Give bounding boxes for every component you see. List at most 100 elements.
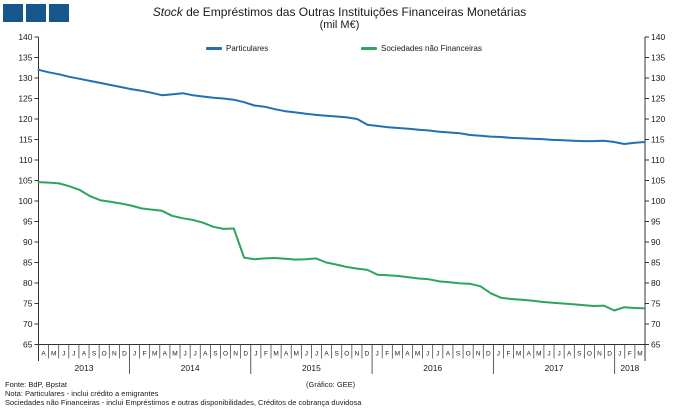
y-axis-label-right: 120 bbox=[651, 114, 665, 124]
x-axis-month-label: A bbox=[41, 351, 46, 358]
x-axis-month-label: M bbox=[294, 351, 299, 358]
x-axis-month-label: M bbox=[51, 351, 56, 358]
y-axis-label-left: 75 bbox=[23, 299, 33, 309]
x-axis-month-label: A bbox=[405, 351, 410, 358]
x-axis-month-label: D bbox=[607, 351, 612, 358]
x-axis-year-label: 2014 bbox=[181, 363, 200, 373]
y-axis-label-left: 105 bbox=[18, 176, 32, 186]
x-axis-month-label: M bbox=[536, 351, 541, 358]
logo-square bbox=[26, 4, 46, 22]
x-axis-month-label: J bbox=[376, 351, 379, 358]
x-axis-month-label: N bbox=[355, 351, 360, 358]
x-axis-month-label: J bbox=[194, 351, 197, 358]
y-axis-label-left: 95 bbox=[23, 217, 33, 227]
y-axis-label-right: 115 bbox=[651, 135, 665, 145]
y-axis-label-left: 80 bbox=[23, 278, 33, 288]
x-axis-month-label: J bbox=[315, 351, 318, 358]
x-axis-month-label: S bbox=[577, 351, 582, 358]
logo-square bbox=[49, 4, 69, 22]
title-text: de Empréstimos das Outras Instituições F… bbox=[182, 5, 527, 19]
y-axis-label-right: 105 bbox=[651, 176, 665, 186]
y-axis-label-right: 110 bbox=[651, 155, 665, 165]
x-axis-month-label: A bbox=[446, 351, 451, 358]
x-axis-month-label: F bbox=[385, 351, 389, 358]
y-axis-label-left: 110 bbox=[19, 155, 33, 165]
x-axis-month-label: J bbox=[133, 351, 136, 358]
x-axis-month-label: F bbox=[264, 351, 268, 358]
x-axis-month-label: M bbox=[152, 351, 157, 358]
logo bbox=[3, 4, 69, 22]
y-axis-label-right: 75 bbox=[651, 299, 661, 309]
x-axis-month-label: S bbox=[456, 351, 461, 358]
logo-square bbox=[3, 4, 23, 22]
y-axis-label-right: 95 bbox=[651, 217, 661, 227]
legend-label: Particulares bbox=[226, 43, 269, 53]
y-axis-label-left: 125 bbox=[18, 94, 32, 104]
x-axis-month-label: D bbox=[243, 351, 248, 358]
x-axis-month-label: N bbox=[597, 351, 602, 358]
y-axis-label-right: 80 bbox=[651, 278, 661, 288]
legend-swatch-particulares bbox=[206, 46, 222, 50]
x-axis-month-label: M bbox=[516, 351, 521, 358]
x-axis-month-label: J bbox=[618, 351, 621, 358]
page-title: Stock de Empréstimos das Outras Institui… bbox=[0, 6, 679, 32]
legend-item-sociedades: Sociedades não Financeiras bbox=[361, 43, 482, 53]
x-axis-month-label: A bbox=[324, 351, 329, 358]
y-axis-label-left: 65 bbox=[23, 340, 33, 350]
x-axis-month-label: M bbox=[637, 351, 642, 358]
x-axis-month-label: J bbox=[436, 351, 439, 358]
y-axis-label-left: 90 bbox=[23, 237, 33, 247]
y-axis-label-right: 90 bbox=[651, 237, 661, 247]
x-axis-year-label: 2016 bbox=[423, 363, 442, 373]
x-axis-month-label: J bbox=[426, 351, 429, 358]
y-axis-label-left: 70 bbox=[23, 319, 33, 329]
footer-source: Fonte: BdP, Bpstat bbox=[5, 380, 67, 389]
x-axis-month-label: O bbox=[587, 351, 592, 358]
y-axis-label-left: 120 bbox=[18, 114, 32, 124]
y-axis-label-right: 85 bbox=[651, 258, 661, 268]
y-axis-label-left: 135 bbox=[18, 53, 32, 63]
x-axis-year-label: 2015 bbox=[302, 363, 321, 373]
x-axis-month-label: O bbox=[344, 351, 349, 358]
legend-item-particulares: Particulares bbox=[206, 43, 268, 53]
x-axis-month-label: M bbox=[172, 351, 177, 358]
x-axis-month-label: S bbox=[92, 351, 97, 358]
y-axis-label-right: 135 bbox=[651, 53, 665, 63]
x-axis-month-label: D bbox=[365, 351, 370, 358]
x-axis-month-label: M bbox=[415, 351, 420, 358]
y-axis-label-left: 85 bbox=[23, 258, 33, 268]
x-axis-month-label: A bbox=[203, 351, 208, 358]
x-axis-month-label: A bbox=[82, 351, 87, 358]
x-axis-month-label: S bbox=[213, 351, 218, 358]
x-axis-month-label: M bbox=[395, 351, 400, 358]
y-axis-label-right: 65 bbox=[651, 340, 661, 350]
x-axis-month-label: A bbox=[163, 351, 168, 358]
x-axis-month-label: N bbox=[476, 351, 481, 358]
y-axis-label-left: 140 bbox=[18, 32, 32, 42]
x-axis-month-label: O bbox=[223, 351, 228, 358]
y-axis-label-right: 140 bbox=[651, 32, 665, 42]
y-axis-label-right: 130 bbox=[651, 73, 665, 83]
y-axis-label-left: 115 bbox=[19, 135, 33, 145]
x-axis-month-label: J bbox=[183, 351, 186, 358]
x-axis-month-label: O bbox=[102, 351, 107, 358]
series-line-particulares bbox=[37, 68, 646, 145]
footer-note-1: Nota: Particulares - inclui crédito a em… bbox=[5, 389, 159, 398]
footer-note-2: Sociedades não Financeiras - inclui Empr… bbox=[5, 398, 362, 407]
x-axis-month-label: M bbox=[273, 351, 278, 358]
x-axis-year-label: 2013 bbox=[75, 363, 94, 373]
x-axis-month-label: J bbox=[547, 351, 550, 358]
x-axis-month-label: F bbox=[143, 351, 147, 358]
x-axis-month-label: D bbox=[486, 351, 491, 358]
y-axis-label-right: 100 bbox=[651, 196, 665, 206]
x-axis-month-label: F bbox=[507, 351, 511, 358]
x-axis-month-label: A bbox=[567, 351, 572, 358]
y-axis-label-left: 100 bbox=[18, 196, 32, 206]
x-axis-month-label: S bbox=[335, 351, 340, 358]
x-axis-year-label: 2017 bbox=[545, 363, 564, 373]
x-axis-month-label: A bbox=[527, 351, 532, 358]
x-axis-year-label: 2018 bbox=[620, 363, 639, 373]
x-axis-month-label: J bbox=[305, 351, 308, 358]
x-axis-month-label: J bbox=[72, 351, 75, 358]
x-axis-month-label: N bbox=[233, 351, 238, 358]
